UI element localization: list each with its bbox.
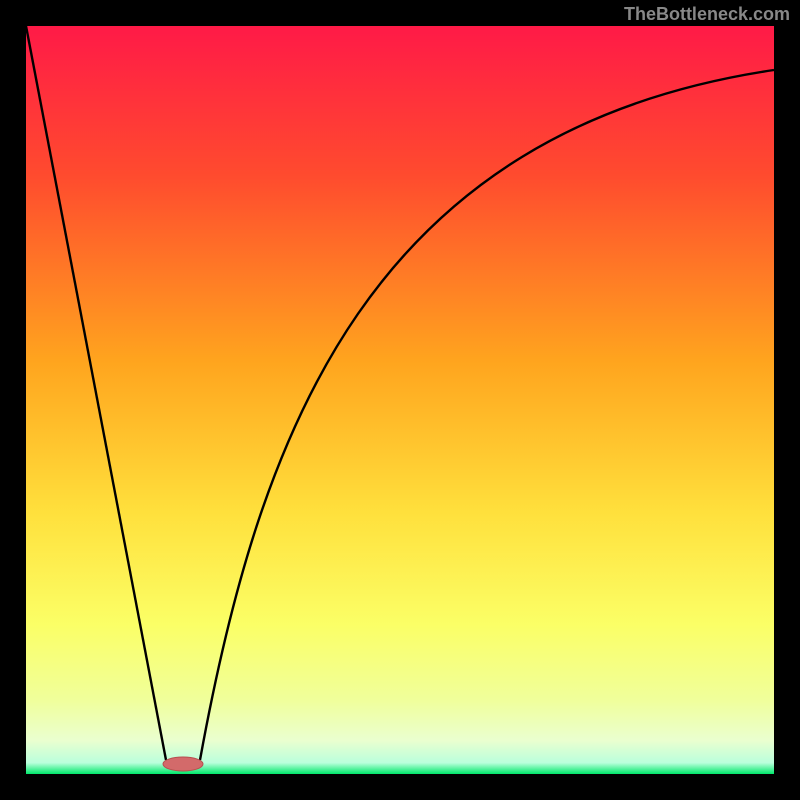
minimum-marker: [163, 757, 203, 771]
plot-area: [26, 26, 774, 774]
chart-svg: [0, 0, 800, 800]
chart-frame: TheBottleneck.com: [0, 0, 800, 800]
watermark-text: TheBottleneck.com: [624, 4, 790, 25]
